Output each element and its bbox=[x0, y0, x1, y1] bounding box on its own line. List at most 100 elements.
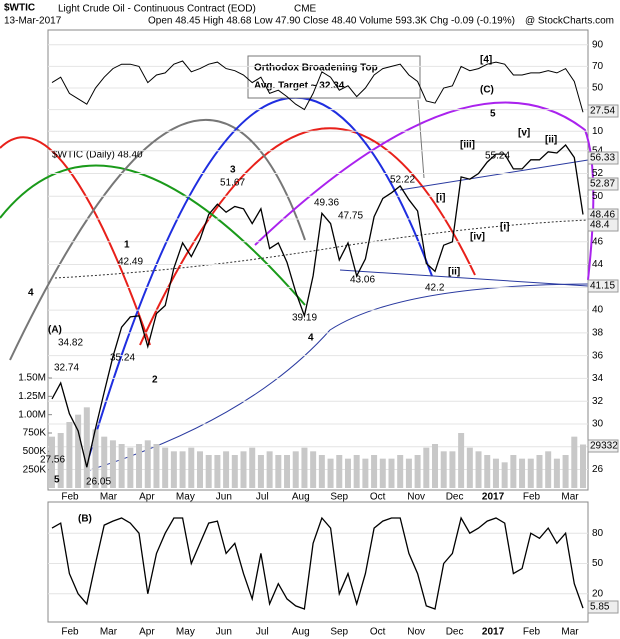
price-label: 47.75 bbox=[338, 211, 363, 222]
value-tag-label: 5.85 bbox=[590, 602, 610, 613]
x-tick-label: Mar bbox=[100, 492, 118, 503]
volume-bar bbox=[240, 451, 247, 488]
volume-bar bbox=[49, 436, 55, 488]
value-tag bbox=[587, 177, 619, 191]
volume-bar bbox=[580, 444, 586, 488]
price-panel bbox=[47, 29, 589, 491]
y-tick-label: 80 bbox=[592, 528, 604, 539]
value-tag bbox=[587, 218, 619, 232]
price-label: 55.24 bbox=[485, 151, 510, 162]
x-tick-label: Oct bbox=[370, 492, 386, 503]
volume-bar bbox=[423, 447, 430, 488]
y-tick-label: 1.25M bbox=[18, 391, 46, 402]
x-tick-label: Feb bbox=[523, 492, 541, 503]
wave-label: 4 bbox=[28, 288, 34, 299]
price-label: 34.82 bbox=[58, 338, 83, 349]
y-tick-label: 44 bbox=[592, 259, 604, 270]
gray-arc bbox=[9, 119, 306, 361]
price-label: 52.22 bbox=[390, 175, 415, 186]
y-tick-label: 1.00M bbox=[18, 409, 46, 420]
x-tick-label: Apr bbox=[139, 627, 155, 638]
wave-label: 5 bbox=[490, 109, 496, 120]
exchange: CME bbox=[294, 4, 317, 15]
y-tick-label: 32 bbox=[592, 396, 604, 407]
x-tick-label: Oct bbox=[370, 627, 386, 638]
volume-bar bbox=[188, 447, 195, 488]
legend: $WTIC (Daily) 48.40 bbox=[52, 150, 143, 161]
annotation: Orthodox Broadening Top bbox=[254, 63, 378, 74]
volume-bar bbox=[336, 455, 343, 488]
price-label: 51.67 bbox=[220, 178, 245, 189]
volume-bar bbox=[153, 444, 160, 488]
x-tick-label: Jul bbox=[256, 492, 269, 503]
volume-bar bbox=[353, 455, 360, 488]
volume-bar bbox=[66, 422, 73, 488]
quote: Open 48.45 High 48.68 Low 47.90 Close 48… bbox=[148, 16, 515, 27]
volume-bar bbox=[484, 455, 491, 488]
price-label: 49.36 bbox=[314, 198, 339, 209]
wave-label: 1 bbox=[124, 240, 130, 251]
x-tick-label: Nov bbox=[407, 492, 425, 503]
volume-bar bbox=[101, 436, 108, 488]
volume-bar bbox=[109, 440, 116, 488]
volume-bar bbox=[536, 455, 543, 488]
wave-label: [i] bbox=[436, 193, 445, 204]
volume-bar bbox=[214, 455, 221, 488]
x-tick-label: Feb bbox=[61, 492, 79, 503]
wave-label: (C) bbox=[480, 85, 494, 96]
moving-average bbox=[89, 283, 589, 471]
volume-bar bbox=[492, 458, 499, 488]
red-arc bbox=[139, 127, 476, 346]
y-tick-label: 50 bbox=[592, 83, 604, 94]
wave-label: [ii] bbox=[545, 135, 557, 146]
price-label: 26.05 bbox=[86, 477, 111, 488]
x-tick-label: Dec bbox=[446, 627, 464, 638]
volume-bar bbox=[362, 458, 369, 488]
x-tick-label: Aug bbox=[292, 492, 310, 503]
y-tick-label: 30 bbox=[592, 419, 604, 430]
wave-label: [iv] bbox=[470, 232, 485, 243]
cycle-arcs bbox=[0, 96, 595, 471]
x-tick-label: Jul bbox=[256, 627, 269, 638]
x-tick-label: Jun bbox=[216, 627, 232, 638]
y-tick-label: 250K bbox=[23, 464, 47, 475]
rsi-line bbox=[51, 60, 584, 113]
annotation: Avg. Target ~ 32.34 bbox=[254, 81, 345, 92]
wave-label: [i] bbox=[500, 222, 509, 233]
volume-bar bbox=[327, 458, 334, 488]
value-tag-label: 48.4 bbox=[590, 220, 610, 231]
volume-bar bbox=[371, 455, 378, 488]
instrument-name: Light Crude Oil - Continuous Contract (E… bbox=[58, 4, 256, 15]
value-tag-label: 48.46 bbox=[590, 210, 615, 221]
volume-bar bbox=[118, 444, 125, 488]
annotation-pointer bbox=[417, 99, 425, 179]
volume-bar bbox=[466, 447, 473, 488]
volume-bar bbox=[257, 455, 264, 488]
y-tick-label: 40 bbox=[592, 305, 604, 316]
volume-bar bbox=[388, 458, 395, 488]
volume-bar bbox=[231, 455, 238, 488]
volume-bar bbox=[458, 433, 465, 488]
y-tick-label: 52 bbox=[592, 168, 604, 179]
price-line bbox=[51, 144, 584, 468]
value-tag bbox=[587, 151, 619, 165]
volume-bar bbox=[432, 444, 439, 488]
x-tick-label: Jun bbox=[216, 492, 232, 503]
volume-bar bbox=[440, 451, 447, 488]
volume-bar bbox=[205, 455, 212, 488]
y-tick-label: 1.50M bbox=[18, 373, 46, 384]
purple-arc bbox=[254, 101, 595, 281]
y-tick-label: 90 bbox=[592, 39, 604, 50]
price-label: 42.2 bbox=[425, 283, 445, 294]
volume-bar bbox=[379, 458, 386, 488]
moving-average bbox=[54, 219, 589, 279]
volume-bar bbox=[223, 451, 230, 488]
y-tick-label: 38 bbox=[592, 328, 604, 339]
y-tick-label: 26 bbox=[592, 464, 604, 475]
volume-bar bbox=[310, 451, 317, 488]
y-tick-label: 46 bbox=[592, 236, 604, 247]
x-tick-label: Feb bbox=[61, 627, 79, 638]
trend-lines bbox=[54, 159, 589, 471]
